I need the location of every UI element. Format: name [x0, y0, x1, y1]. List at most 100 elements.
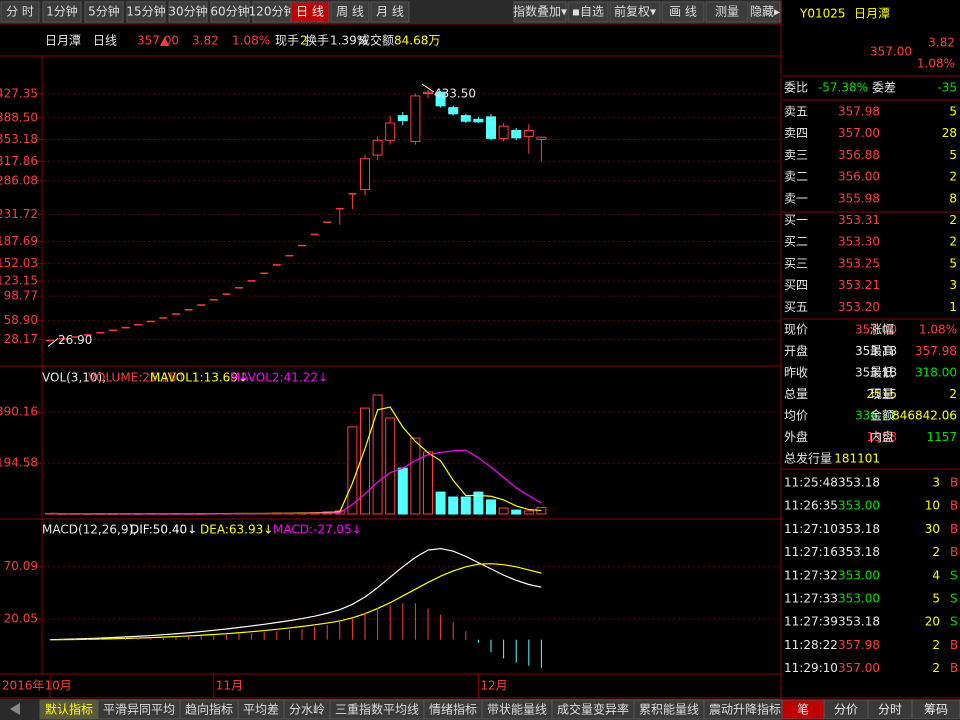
period-tab-label[interactable]: 60分钟 [210, 4, 249, 19]
y-tick-label: 58.90 [4, 313, 38, 327]
trade-price: 357.00 [838, 661, 880, 675]
volume-bar [486, 499, 496, 515]
indicator-tab-label[interactable]: 震动升降指标 [709, 702, 781, 717]
tool-button[interactable] [705, 1, 749, 23]
indicator-tab-label[interactable]: 三重指数平均线 [335, 702, 419, 717]
stat-value: 353.18 [855, 344, 897, 358]
tool-button-label[interactable]: 指数叠加▾ [513, 4, 567, 19]
indicator-tab-label[interactable]: 成交量变异率 [557, 702, 629, 717]
book-volume: 8 [949, 191, 957, 205]
volume-bar [397, 467, 408, 515]
tabs-scroll-icon [10, 703, 20, 715]
period-tab-label[interactable]: 15分钟 [126, 4, 165, 19]
trade-volume: 4 [932, 568, 940, 582]
period-tab[interactable] [370, 1, 410, 23]
stat-value: 318.00 [915, 366, 957, 380]
period-tab[interactable] [0, 1, 40, 23]
tool-button[interactable] [513, 1, 567, 23]
period-tab[interactable] [126, 1, 166, 23]
book-label: 卖四 [784, 126, 808, 140]
period-tab-label[interactable]: 周 线 [336, 5, 364, 19]
tool-button[interactable] [661, 1, 705, 23]
period-tab[interactable] [84, 1, 124, 23]
stat-value: 2 [949, 387, 957, 401]
stat-value: 1.08% [919, 323, 957, 337]
y-tick-label: 286.08 [0, 173, 38, 187]
tool-button-label[interactable]: 隐藏▸ [750, 5, 780, 19]
y-tick-label: 353.18 [0, 132, 38, 146]
period-tab[interactable] [330, 1, 370, 23]
period-tab[interactable] [210, 1, 250, 23]
trade-volume: 3 [932, 476, 940, 490]
tool-button[interactable] [609, 1, 661, 23]
trade-side: S [950, 592, 958, 606]
max-pointer [421, 83, 435, 93]
trade-volume: 2 [932, 638, 940, 652]
legend-entry: MAVOL1:13.69↓ [150, 371, 248, 385]
book-label: 卖一 [784, 191, 808, 205]
trade-time: 11:25:48 [784, 476, 838, 490]
stat-label: 现量 [870, 387, 894, 401]
period-tab-label[interactable]: 5分钟 [88, 4, 120, 19]
book-label: 买三 [784, 256, 808, 270]
info-period: 日线 [93, 34, 117, 48]
indicator-tab-label[interactable]: 平滑异同平均 [103, 703, 175, 717]
period-tab-label[interactable]: 月 线 [376, 5, 404, 19]
book-volume: 1 [949, 300, 957, 314]
trade-price: 353.18 [838, 476, 880, 490]
book-volume: 28 [942, 126, 957, 140]
candle-body [523, 129, 534, 138]
stat-label: 昨收 [784, 366, 808, 380]
indicator-tab-label[interactable]: 平均差 [243, 703, 279, 717]
stat-label: 内盘 [870, 429, 894, 444]
side-tab-label[interactable]: 分时 [878, 703, 902, 717]
tool-button-label[interactable]: 画 线 [669, 5, 697, 19]
stock-price: 357.00 [870, 45, 912, 59]
tool-button[interactable] [567, 1, 609, 23]
period-tab-label[interactable]: 30分钟 [168, 4, 207, 19]
tool-button[interactable] [749, 1, 781, 23]
trade-price: 357.98 [838, 638, 880, 652]
book-volume: 5 [949, 148, 957, 162]
period-tab-label[interactable]: 日 线 [296, 5, 324, 19]
indicator-tab-label[interactable]: 情绪指标 [429, 702, 477, 717]
y-tick-label: 194.58 [0, 456, 38, 470]
x-tick-label: 11月 [216, 679, 243, 693]
side-tab-label[interactable]: 筹码 [924, 703, 948, 717]
stat-label: 总发行量 [784, 451, 832, 466]
period-tab-label[interactable]: 分 时 [6, 5, 34, 19]
trade-price: 353.00 [838, 592, 880, 606]
trade-side: S [950, 615, 958, 629]
book-price: 353.30 [838, 235, 880, 249]
x-tick-label: 2016年10月 [2, 679, 72, 693]
min-pointer [47, 338, 59, 347]
tool-button-label[interactable]: ▪自选 [572, 5, 604, 19]
side-tab-label[interactable]: 笔 [797, 702, 809, 717]
tool-button-label[interactable]: 测量 [715, 5, 739, 19]
indicator-tab-label[interactable]: 趋向指标 [185, 702, 233, 717]
period-tab[interactable] [42, 1, 82, 23]
candle-body [460, 115, 471, 122]
indicator-tab-label[interactable]: 分水岭 [289, 703, 325, 717]
volume-bar [435, 491, 446, 515]
stat-value: 353.18 [855, 366, 897, 380]
book-volume: 5 [949, 256, 957, 270]
period-tab-label[interactable]: 120分钟 [249, 4, 296, 19]
side-tab[interactable] [911, 699, 960, 720]
indicator-tab-label[interactable]: 累积能量线 [639, 703, 699, 717]
period-tab[interactable] [290, 1, 330, 23]
period-tab[interactable] [168, 1, 208, 23]
trade-time: 11:27:39 [784, 615, 838, 629]
candle-body [397, 115, 408, 122]
side-tab-label[interactable]: 分价 [834, 703, 858, 717]
indicator-tab-label[interactable]: 带状能量线 [487, 703, 547, 717]
period-tab-label[interactable]: 1分钟 [46, 4, 78, 19]
legend-entry: MAVOL2:41.22↓ [230, 371, 328, 385]
stat-value: 181101 [834, 452, 880, 466]
indicator-tab-label[interactable]: 默认指标 [45, 702, 93, 717]
trade-side: B [950, 499, 958, 513]
tool-button-label[interactable]: 前复权▾ [614, 4, 656, 19]
trade-volume: 10 [925, 499, 940, 513]
